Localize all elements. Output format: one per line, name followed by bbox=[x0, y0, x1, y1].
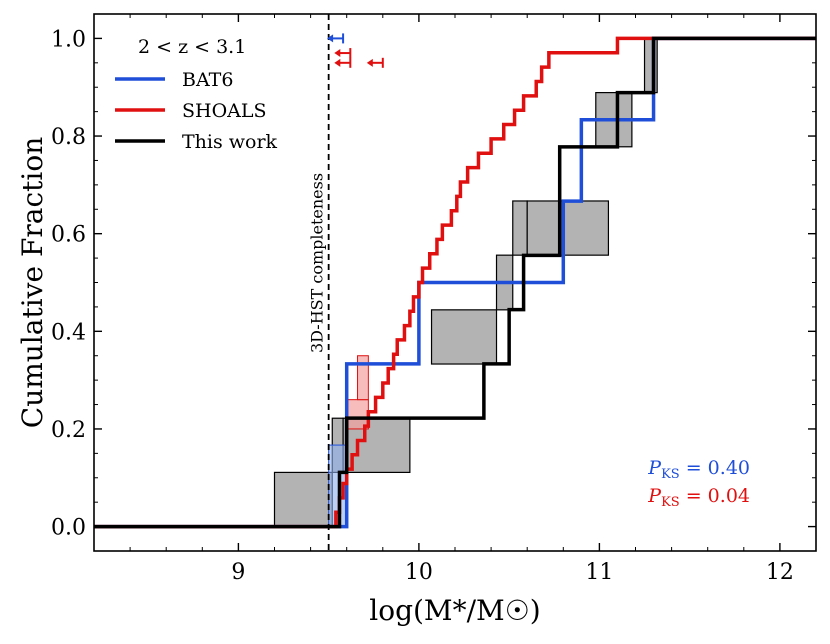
ks-annotation: PKS = 0.40 bbox=[647, 457, 750, 482]
y-tick-label: 0.0 bbox=[51, 516, 86, 541]
shoals-error-band bbox=[357, 355, 369, 401]
y-tick-label: 0.4 bbox=[51, 320, 86, 345]
completeness-label: 3D-HST completeness bbox=[308, 173, 327, 353]
x-axis-label: log(M*/M☉) bbox=[369, 594, 540, 627]
upper-limit-arrowhead bbox=[334, 58, 341, 67]
this-work-error-band bbox=[512, 200, 528, 256]
legend: 2 < z < 3.1 BAT6 SHOALS This work bbox=[115, 36, 278, 153]
this-work-error-band bbox=[526, 200, 610, 256]
ks-annotations: PKS = 0.40 PKS = 0.04 bbox=[647, 457, 750, 510]
x-tick-label: 12 bbox=[766, 560, 794, 585]
this-work-curve bbox=[94, 36, 816, 529]
this-work-error-band bbox=[273, 471, 333, 528]
legend-title: 2 < z < 3.1 bbox=[138, 36, 246, 58]
y-tick-label: 0.6 bbox=[51, 223, 86, 248]
x-tick-label: 11 bbox=[585, 560, 613, 585]
y-tick-label: 1.0 bbox=[51, 27, 86, 52]
error-bands bbox=[273, 37, 658, 528]
upper-limit-arrowhead bbox=[334, 49, 341, 58]
upper-limit-arrowhead bbox=[366, 58, 373, 67]
series-curves bbox=[94, 36, 816, 529]
shoals-curve bbox=[94, 36, 816, 529]
y-axis-label: Cumulative Fraction bbox=[16, 137, 49, 428]
legend-label: SHOALS bbox=[182, 100, 267, 122]
y-tick-label: 0.8 bbox=[51, 125, 86, 150]
legend-label: BAT6 bbox=[182, 69, 233, 91]
x-tick-label: 9 bbox=[231, 560, 245, 585]
legend-label: This work bbox=[182, 131, 278, 153]
upper-limit-arrows bbox=[327, 33, 384, 68]
ks-annotation: PKS = 0.04 bbox=[647, 485, 750, 510]
x-tick-label: 10 bbox=[405, 560, 433, 585]
axis-ticks: 9 10 11 12 0.0 0.2 0.4 0.6 0.8 1.0 bbox=[51, 13, 817, 585]
upper-limit-arrowhead bbox=[327, 34, 334, 43]
this-work-error-band bbox=[430, 309, 498, 365]
y-tick-label: 0.2 bbox=[51, 418, 86, 443]
